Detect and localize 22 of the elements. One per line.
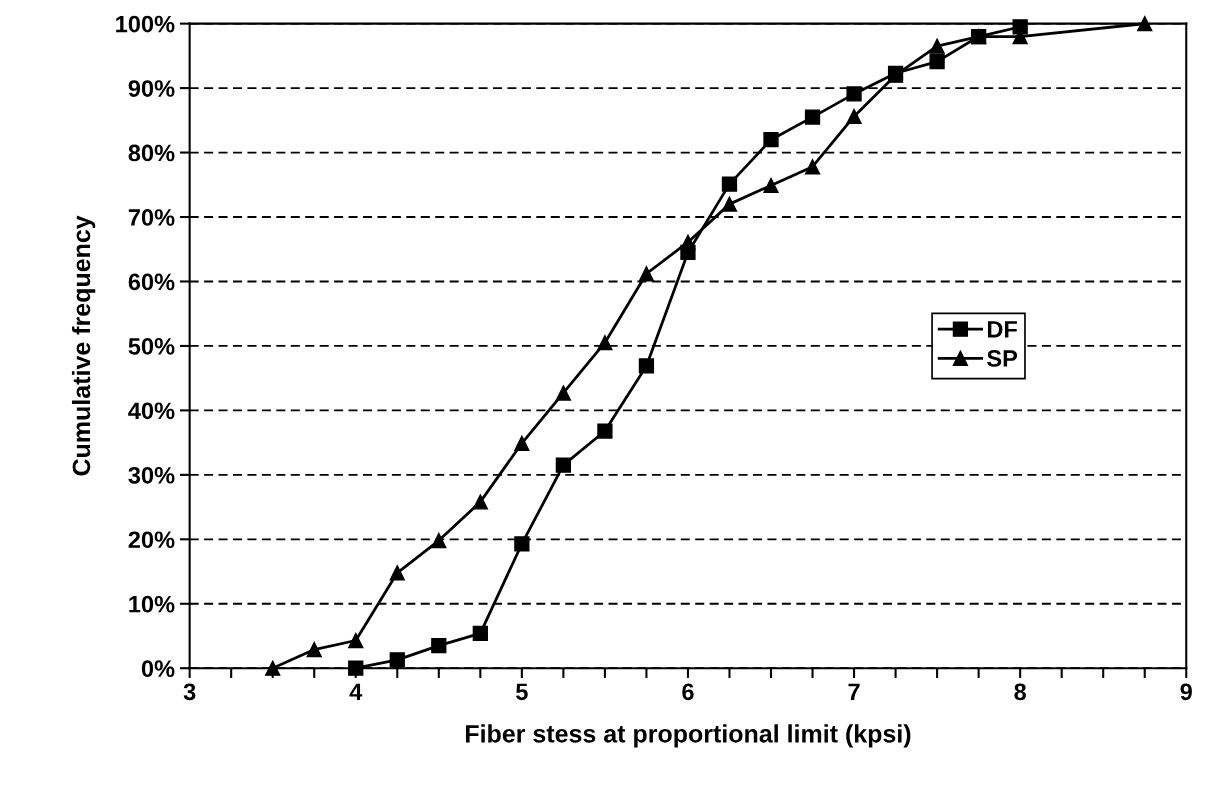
x-tick-label: 3 <box>183 683 196 701</box>
legend-label: SP <box>987 350 1018 367</box>
y-tick-label: 70% <box>128 209 175 226</box>
y-tick-label: 90% <box>128 80 175 97</box>
y-tick-label: 50% <box>128 338 175 355</box>
y-tick-label: 20% <box>128 531 175 549</box>
x-tick-label: 5 <box>516 683 528 701</box>
y-tick-label: 100% <box>116 15 175 33</box>
y-tick-label: 10% <box>129 595 175 613</box>
x-tick-label: 9 <box>1180 683 1192 701</box>
y-tick-label: 30% <box>128 466 175 484</box>
y-tick-label: 40% <box>128 402 175 420</box>
y-axis-title: Cumulative frequency <box>71 215 96 476</box>
y-tick-label: 60% <box>128 273 175 291</box>
x-tick-label: 6 <box>682 683 694 701</box>
x-tick-label: 7 <box>848 683 860 700</box>
y-tick-label: 80% <box>128 144 175 162</box>
x-axis-title: Fiber stess at proportional limit (kpsi) <box>466 724 911 748</box>
x-tick-label: 4 <box>349 683 363 700</box>
legend-label: DF <box>987 321 1017 338</box>
x-tick-label: 8 <box>1014 683 1026 701</box>
y-tick-label: 0% <box>141 660 175 678</box>
